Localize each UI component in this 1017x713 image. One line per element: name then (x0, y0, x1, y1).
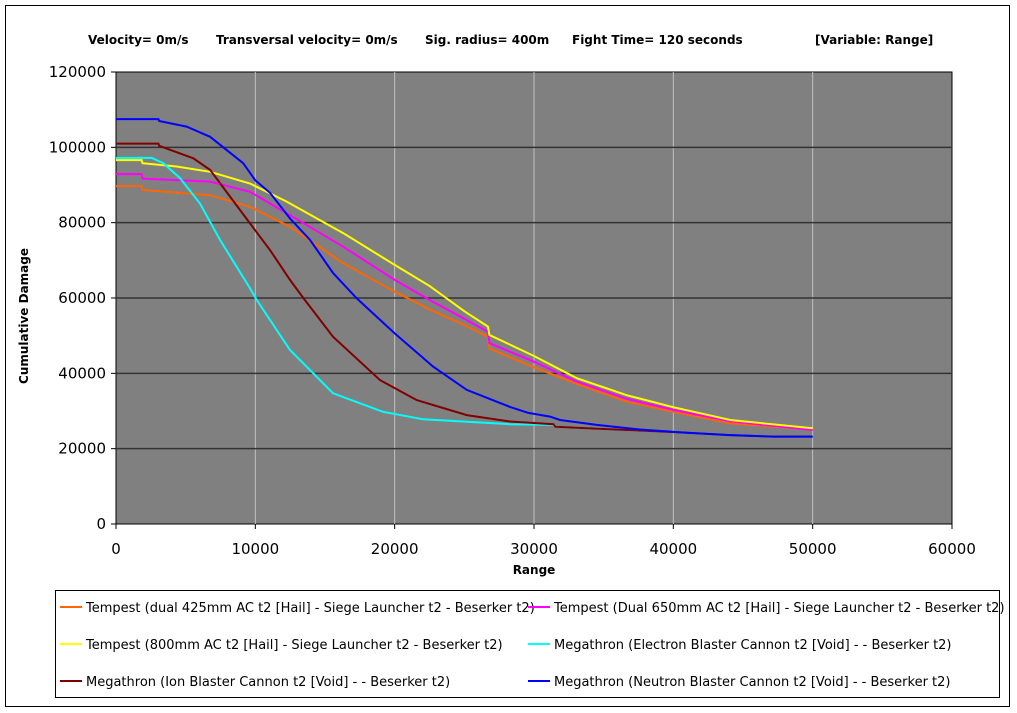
series-line (116, 173, 813, 431)
legend (55, 590, 1000, 698)
header-velocity: Velocity= 0m/s (88, 33, 189, 47)
y-tick-label: 20000 (58, 440, 106, 458)
series-line (116, 159, 813, 430)
y-tick-label: 40000 (58, 364, 106, 382)
header-fight-time: Fight Time= 120 seconds (572, 33, 743, 47)
x-tick-label: 60000 (928, 540, 976, 558)
axis-ticks: 0 10000 20000 30000 40000 50000 60000 0 20000 400… (49, 63, 976, 558)
series-line (116, 118, 813, 438)
y-tick-label: 120000 (49, 63, 106, 81)
x-tick-label: 0 (111, 540, 121, 558)
legend-label: Tempest (dual 425mm AC t2 [Hail] - Siege… (85, 601, 535, 616)
legend-label: Tempest (Dual 650mm AC t2 [Hail] - Siege… (553, 601, 1005, 616)
x-tick-label: 10000 (231, 540, 279, 558)
legend-label: Megathron (Neutron Blaster Cannon t2 [Vo… (554, 675, 951, 690)
x-tick-label: 40000 (649, 540, 697, 558)
x-tick-label: 20000 (371, 540, 419, 558)
x-tick-label: 50000 (789, 540, 837, 558)
legend-label: Tempest (800mm AC t2 [Hail] - Siege Laun… (85, 638, 503, 653)
y-tick-label: 60000 (58, 289, 106, 307)
series-line (116, 185, 813, 431)
header-sig-radius: Sig. radius= 400m (425, 33, 549, 47)
chart-header: Velocity= 0m/s Transversal velocity= 0m/… (88, 33, 933, 47)
y-tick-label: 80000 (58, 214, 106, 232)
y-tick-label: 0 (96, 515, 106, 533)
x-tick-label: 30000 (510, 540, 558, 558)
header-variable: [Variable: Range] (815, 33, 933, 47)
chart-frame (5, 5, 1010, 707)
x-axis-label: Range (513, 563, 556, 577)
header-transversal-velocity: Transversal velocity= 0m/s (216, 33, 398, 47)
y-tick-label: 100000 (49, 138, 106, 156)
legend-entries: Tempest (dual 425mm AC t2 [Hail] - Siege… (60, 601, 1005, 690)
series-lines (116, 118, 813, 438)
legend-label: Megathron (Ion Blaster Cannon t2 [Void] … (86, 675, 450, 690)
legend-label: Megathron (Electron Blaster Cannon t2 [V… (554, 638, 952, 653)
y-axis-label: Cumulative Damage (17, 248, 31, 384)
